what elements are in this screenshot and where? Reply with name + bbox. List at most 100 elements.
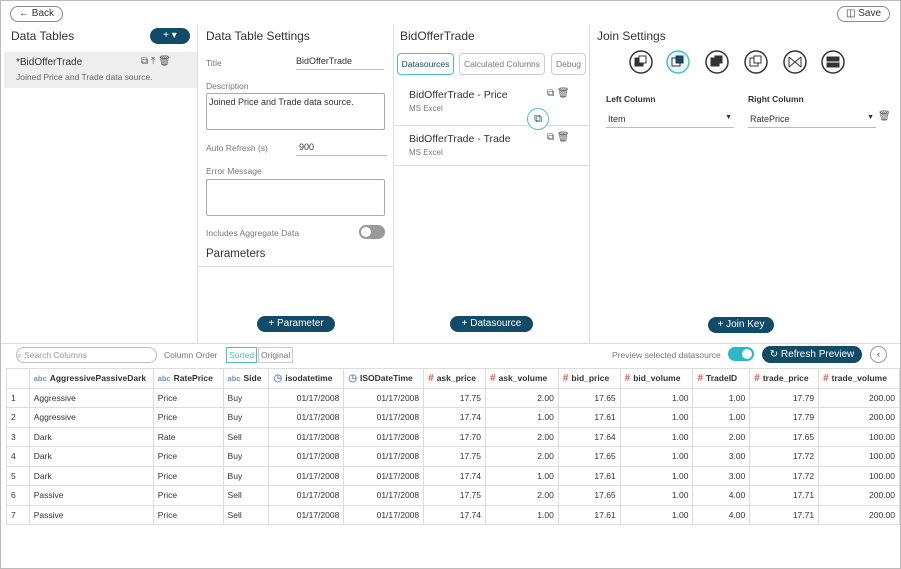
table-cell: 1.00 xyxy=(619,504,694,525)
table-cell: Aggressive xyxy=(28,387,154,408)
button-label: Datasource xyxy=(470,318,522,329)
column-name: TradeID xyxy=(706,372,738,383)
tab[interactable]: Calculated Columns xyxy=(459,53,545,75)
input-value: Joined Price and Trade data source. xyxy=(209,97,354,107)
table-cell: 1.00 xyxy=(619,446,694,467)
table-cell: Price xyxy=(152,465,224,486)
table-cell: 4.00 xyxy=(692,504,751,525)
row-number: 5 xyxy=(6,465,30,486)
table-item[interactable]: *BidOfferTrade Joined Price and Trade da… xyxy=(4,52,197,88)
path xyxy=(788,56,802,68)
table-cell: 17.72 xyxy=(749,446,820,467)
aggregate-toggle[interactable] xyxy=(359,225,385,239)
table-cell: 17.75 xyxy=(423,446,486,467)
join-icon[interactable] xyxy=(783,50,807,74)
panel-title: Join Settings xyxy=(597,29,666,43)
column-header: abc AggressivePassiveDark xyxy=(28,368,154,389)
divider xyxy=(198,266,393,267)
back-button[interactable]: ← Back xyxy=(10,6,64,22)
back-label: Back xyxy=(31,8,55,19)
table-cell: Rate xyxy=(152,426,224,447)
rect xyxy=(753,55,762,64)
table-cell: 01/17/2008 xyxy=(268,407,345,428)
table-cell: Dark xyxy=(28,426,154,447)
table-cell: 17.61 xyxy=(557,504,621,525)
title-input[interactable]: BidOfferTrade xyxy=(296,56,384,70)
join-icon[interactable] xyxy=(744,50,768,74)
table-cell: 01/17/2008 xyxy=(343,446,425,467)
table-cell: 17.74 xyxy=(423,465,486,486)
table-cell: 200.00 xyxy=(818,407,900,428)
right-column-select[interactable]: RatePrice ▼ xyxy=(748,114,876,128)
table-cell: 1.00 xyxy=(692,387,751,408)
button-label: Join Key xyxy=(726,319,765,330)
row-number: 7 xyxy=(6,504,30,525)
preview-toggle[interactable] xyxy=(728,347,754,361)
order-option[interactable]: Original xyxy=(258,347,294,363)
table-cell: 01/17/2008 xyxy=(343,387,425,408)
table-cell: Dark xyxy=(28,465,154,486)
left-column-select[interactable]: Item ▼ xyxy=(606,114,734,128)
item-actions[interactable]: ⧉ 🗑 xyxy=(547,88,570,99)
column-header: # TradeID xyxy=(692,368,751,389)
table-cell: 2.00 xyxy=(485,387,559,408)
join-icon[interactable] xyxy=(705,50,729,74)
table-cell: Dark xyxy=(28,446,154,467)
description-input[interactable]: Joined Price and Trade data source. xyxy=(206,93,385,130)
table-cell: Sell xyxy=(222,504,270,525)
type-icon: # xyxy=(490,372,496,384)
table-cell: 2.00 xyxy=(485,485,559,506)
date-type-icon: ◷ xyxy=(348,372,358,384)
type-icon: # xyxy=(624,372,631,384)
datasource-item[interactable]: BidOfferTrade - Trade MS Excel ⧉ 🗑 xyxy=(394,126,589,166)
type-icon: abc xyxy=(227,374,241,384)
collapse-button[interactable]: ‹ xyxy=(870,346,887,363)
error-input[interactable] xyxy=(206,179,385,216)
column-order-label: Column Order xyxy=(164,350,218,360)
field-label: Auto Refresh (s) xyxy=(206,143,268,153)
table-row: 4 Dark Price Buy 01/17/2008 01/17/2008 17.75 2.… xyxy=(6,446,900,467)
column-name: bid_volume xyxy=(633,372,681,383)
table-name: *BidOfferTrade xyxy=(16,57,83,68)
table-cell: 17.65 xyxy=(749,426,820,447)
add-datasource-button[interactable]: + Datasource xyxy=(450,316,533,332)
table-cell: 01/17/2008 xyxy=(268,426,345,447)
join-icon[interactable] xyxy=(821,50,845,74)
table-cell: 2.00 xyxy=(692,426,751,447)
row-number: 3 xyxy=(6,426,30,447)
join-type-icons xyxy=(629,50,845,74)
tab[interactable]: Debug xyxy=(551,53,586,75)
rect xyxy=(826,56,840,62)
join-icon[interactable] xyxy=(629,50,653,74)
add-parameter-button[interactable]: + Parameter xyxy=(257,316,335,332)
table-cell: 200.00 xyxy=(818,504,900,525)
refresh-preview-button[interactable]: ↻ Refresh Preview xyxy=(762,346,862,363)
item-actions[interactable]: ⧉ 🗑 xyxy=(547,132,570,143)
column-header: ◷ ISODateTime xyxy=(343,368,425,389)
table-cell: Passive xyxy=(28,504,154,525)
table-row: 6 Passive Price Sell 01/17/2008 01/17/2008 17.… xyxy=(6,485,900,506)
column-name: ISODateTime xyxy=(360,372,413,383)
table-cell: 100.00 xyxy=(818,446,900,467)
table-cell: 01/17/2008 xyxy=(343,407,425,428)
save-button[interactable]: ◫ Save xyxy=(837,6,891,22)
delete-key[interactable]: 🗑 xyxy=(878,111,891,122)
add-table-button[interactable]: + ▾ xyxy=(150,28,190,44)
column-name: trade_volume xyxy=(831,372,887,383)
refresh-input[interactable]: 900 xyxy=(296,142,387,156)
datasource-item[interactable]: BidOfferTrade - Price MS Excel ⧉ 🗑 xyxy=(394,82,589,126)
tab[interactable]: Datasources xyxy=(397,53,454,75)
table-cell: 1.00 xyxy=(485,465,559,486)
item-actions[interactable]: ⧉ ⤒ 🗑 xyxy=(141,56,171,67)
table-row: 5 Dark Price Buy 01/17/2008 01/17/2008 17.74 1.… xyxy=(6,465,900,486)
dropdown-arrow: ▼ xyxy=(725,114,732,121)
dropdown-arrow: ▼ xyxy=(867,114,874,121)
order-option[interactable]: Sorted xyxy=(226,347,258,363)
datasource-type: MS Excel xyxy=(409,148,443,157)
row-number: 2 xyxy=(6,407,30,428)
panel-title: BidOfferTrade xyxy=(400,29,475,43)
join-connector[interactable]: ⧉ xyxy=(527,108,549,130)
search-columns[interactable]: ⌕ Search Columns xyxy=(16,347,157,363)
settings-panel: Data Table Settings Title BidOfferTrade … xyxy=(198,25,394,343)
add-join-key-button[interactable]: + Join Key xyxy=(708,317,774,333)
